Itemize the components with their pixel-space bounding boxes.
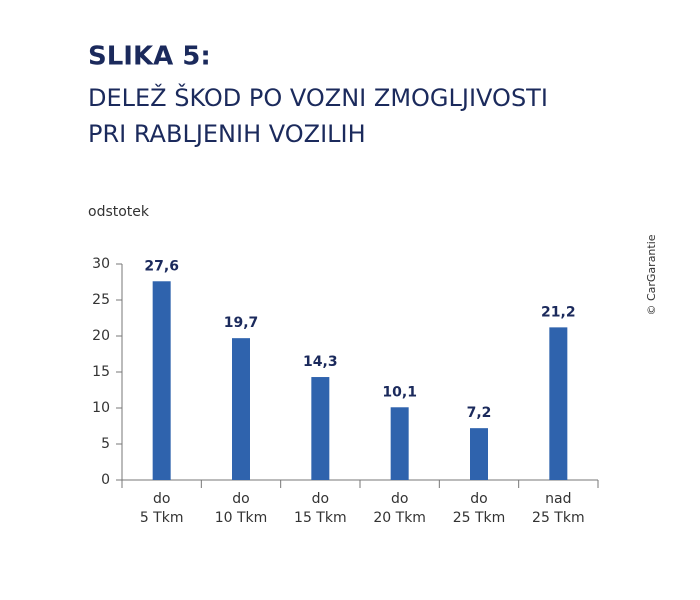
bar (311, 377, 330, 480)
bar (390, 407, 409, 480)
y-tick-label: 30 (92, 256, 110, 272)
chart-subtitle: PRI RABLJENIH VOZILIH (88, 120, 366, 148)
chart-subtitle: DELEŽ ŠKOD PO VOZNI ZMOGLJIVOSTI (88, 82, 548, 112)
x-tick-label: do (470, 491, 487, 507)
value-label: 27,6 (144, 258, 179, 274)
y-tick-label: 15 (92, 364, 110, 380)
value-label: 10,1 (382, 384, 417, 400)
y-tick-label: 20 (92, 328, 110, 344)
x-tick-label: 20 Tkm (373, 510, 426, 526)
x-tick-label: 15 Tkm (294, 510, 347, 526)
x-tick-label: 25 Tkm (453, 510, 506, 526)
y-axis-label: odstotek (88, 204, 150, 220)
y-tick-label: 0 (101, 472, 110, 488)
value-label: 21,2 (541, 304, 576, 320)
value-label: 19,7 (224, 315, 259, 331)
value-label: 14,3 (303, 354, 338, 370)
chart-title: SLIKA 5: (88, 42, 211, 72)
x-tick-label: 10 Tkm (215, 510, 268, 526)
x-tick-label: do (153, 491, 170, 507)
x-tick-label: 5 Tkm (140, 510, 184, 526)
value-label: 7,2 (467, 405, 492, 421)
x-tick-label: nad (545, 491, 571, 507)
bar (470, 428, 488, 480)
x-tick-label: do (391, 491, 408, 507)
bar (152, 281, 171, 480)
bar (549, 327, 568, 480)
y-tick-label: 25 (92, 292, 110, 308)
x-tick-label: do (232, 491, 249, 507)
bar (232, 338, 250, 480)
y-tick-label: 10 (92, 400, 110, 416)
x-tick-label: 25 Tkm (532, 510, 585, 526)
y-tick-label: 5 (101, 436, 110, 452)
x-tick-label: do (312, 491, 329, 507)
source: © CarGarantie (645, 234, 658, 315)
